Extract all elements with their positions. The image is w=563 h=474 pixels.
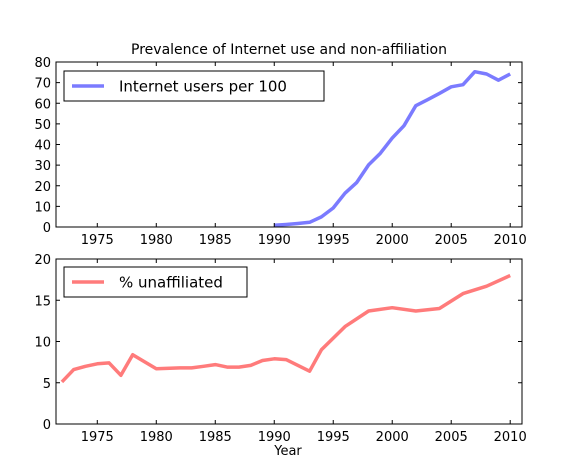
y-tick-label: 15 (34, 294, 51, 309)
chart-title: Prevalence of Internet use and non-affil… (131, 42, 447, 58)
x-axis-label: Year (273, 444, 302, 459)
x-tick-label: 1975 (81, 430, 114, 445)
x-tick-label: 1980 (140, 233, 173, 248)
y-tick-label: 5 (43, 377, 51, 392)
internet-use-chart: 1975 1980 1985 1990 1995 2000 2005 2010 0 10 20 30 4… (34, 56, 526, 248)
x-tick-label: 1985 (199, 233, 232, 248)
y-tick-label: 30 (34, 159, 51, 174)
y-tick-label: 10 (34, 336, 51, 351)
legend-label: % unaffiliated (119, 274, 223, 292)
series-line-0 (60, 273, 511, 384)
y-tick-label: 70 (34, 77, 51, 92)
y-tick-label: 40 (34, 139, 51, 154)
x-tick-label: 2010 (494, 233, 527, 248)
x-tick-label: 1995 (317, 233, 350, 248)
x-tick-label: 1980 (140, 430, 173, 445)
x-tick-label: 1995 (317, 430, 350, 445)
x-tick-label: 1990 (258, 430, 291, 445)
y-tick-label: 20 (34, 180, 51, 195)
x-tick-label: 2000 (376, 233, 409, 248)
x-tick-label: 2005 (435, 233, 468, 248)
x-tick-label: 1985 (199, 430, 232, 445)
x-tick-label: 2005 (435, 430, 468, 445)
x-tick-label: 2010 (494, 430, 527, 445)
y-tick-label: 60 (34, 97, 51, 112)
y-tick-label: 0 (43, 221, 51, 236)
y-tick-label: 80 (34, 56, 51, 71)
series-line-0 (274, 69, 512, 228)
unaffiliated-chart: 1975 1980 1985 1990 1995 2000 2005 2010 0 5 10 15 20… (34, 253, 526, 445)
y-tick-label: 50 (34, 118, 51, 133)
x-tick-label: 1975 (81, 233, 114, 248)
x-tick-label: 2000 (376, 430, 409, 445)
y-tick-label: 0 (43, 418, 51, 433)
legend-box (63, 70, 325, 102)
legend-label: Internet users per 100 (119, 78, 287, 96)
y-tick-label: 10 (34, 200, 51, 215)
x-tick-label: 1990 (258, 233, 291, 248)
y-tick-label: 20 (34, 253, 51, 268)
